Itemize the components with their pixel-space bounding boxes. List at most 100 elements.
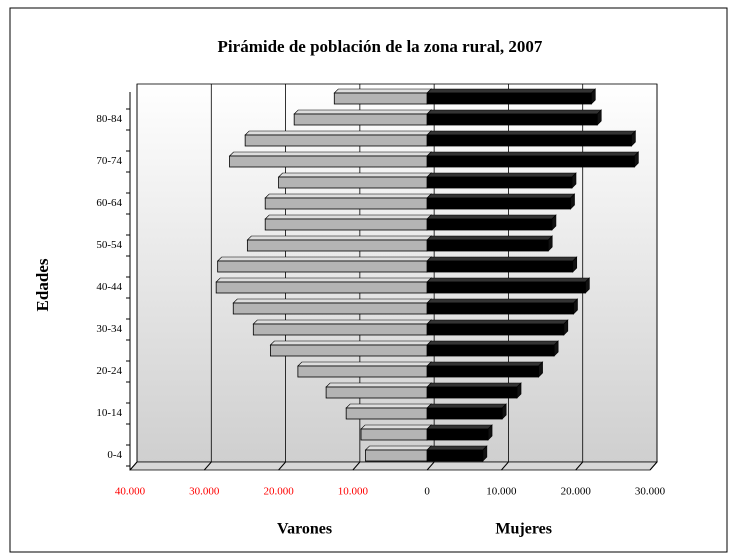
- y-tick-label: 80-84: [96, 113, 122, 125]
- bar: [426, 176, 573, 189]
- bar-top: [228, 151, 432, 157]
- bar: [426, 449, 484, 462]
- bar: [232, 302, 428, 315]
- bar-top: [244, 130, 432, 136]
- x-tick-label: 10.000: [486, 486, 517, 498]
- x-tick: [278, 461, 286, 471]
- x-tick: [501, 461, 509, 471]
- bar-top: [426, 319, 569, 325]
- bar-top: [426, 445, 488, 451]
- bar: [229, 155, 428, 168]
- bar: [426, 428, 489, 441]
- bar-top: [426, 172, 577, 178]
- bar: [246, 239, 428, 252]
- bar-top: [364, 445, 432, 451]
- bar-top: [426, 277, 591, 283]
- bar-top: [426, 235, 553, 241]
- bar: [325, 386, 428, 399]
- x-tick-label: 10.000: [338, 486, 369, 498]
- x-tick: [649, 461, 658, 471]
- bar: [426, 365, 539, 378]
- bar-top: [426, 382, 522, 388]
- bar-top: [264, 214, 432, 220]
- floor: [129, 461, 658, 471]
- y-tick-label: 0-4: [107, 449, 122, 461]
- bar: [215, 281, 428, 294]
- bar-top: [426, 256, 578, 262]
- legend-label: Mujeres: [495, 521, 552, 538]
- bar: [426, 92, 592, 105]
- bar: [426, 197, 571, 210]
- bar-top: [333, 88, 432, 94]
- bar: [365, 449, 428, 462]
- y-tick-label: 20-24: [96, 365, 122, 377]
- y-tick-label: 40-44: [96, 281, 122, 293]
- bar: [269, 344, 428, 357]
- bar-top: [215, 277, 432, 283]
- bar: [426, 407, 503, 420]
- bar-top: [325, 382, 432, 388]
- bar: [333, 92, 428, 105]
- x-tick-label: 20.000: [263, 486, 294, 498]
- legend-label: Varones: [277, 521, 332, 538]
- bar: [264, 218, 428, 231]
- bar-top: [426, 403, 507, 409]
- x-tick: [575, 461, 584, 471]
- x-tick: [352, 461, 361, 471]
- bar: [217, 260, 428, 273]
- bar: [297, 365, 428, 378]
- bar: [426, 281, 586, 294]
- bar: [278, 176, 428, 189]
- bar-top: [426, 193, 576, 199]
- bar: [252, 323, 428, 336]
- bar: [426, 239, 549, 252]
- x-tick: [129, 461, 138, 471]
- bar-top: [252, 319, 432, 325]
- x-tick-label: 20.000: [561, 486, 592, 498]
- bar: [426, 134, 632, 147]
- bar-top: [426, 88, 597, 94]
- bar: [345, 407, 428, 420]
- bar: [264, 197, 428, 210]
- bar: [426, 344, 555, 357]
- x-tick-label: 30.000: [189, 486, 220, 498]
- bar: [426, 218, 553, 231]
- bar-top: [426, 151, 640, 157]
- bar-top: [360, 424, 432, 430]
- y-tick-label: 30-34: [96, 323, 122, 335]
- y-tick-label: 60-64: [96, 197, 122, 209]
- bar: [426, 386, 518, 399]
- y-tick-label: 70-74: [96, 155, 122, 167]
- bar: [426, 155, 635, 168]
- x-tick-label: 0: [424, 486, 430, 498]
- x-tick: [203, 461, 212, 471]
- x-tick-label: 30.000: [635, 486, 666, 498]
- x-tick-label: 40.000: [115, 486, 146, 498]
- x-tick: [426, 461, 435, 471]
- bar-top: [246, 235, 432, 241]
- bar-top: [426, 130, 637, 136]
- bar-top: [269, 340, 432, 346]
- bar-top: [426, 298, 579, 304]
- bar: [293, 113, 428, 126]
- chart-title: Pirámide de población de la zona rural, …: [218, 37, 543, 56]
- back-wall: [136, 83, 658, 463]
- bar-top: [426, 424, 493, 430]
- y-tick-label: 50-54: [96, 239, 122, 251]
- bar-top: [232, 298, 432, 304]
- bar-top: [426, 340, 559, 346]
- bar-top: [426, 214, 557, 220]
- bar: [426, 323, 565, 336]
- bar: [426, 113, 598, 126]
- bar-top: [277, 172, 432, 178]
- bar: [360, 428, 428, 441]
- y-tick-label: 10-14: [96, 407, 122, 419]
- bar-top: [293, 109, 432, 115]
- bar-top: [297, 361, 432, 367]
- bar: [244, 134, 428, 147]
- bar-top: [345, 403, 432, 409]
- bar-top: [426, 109, 602, 115]
- bar-top: [426, 361, 544, 367]
